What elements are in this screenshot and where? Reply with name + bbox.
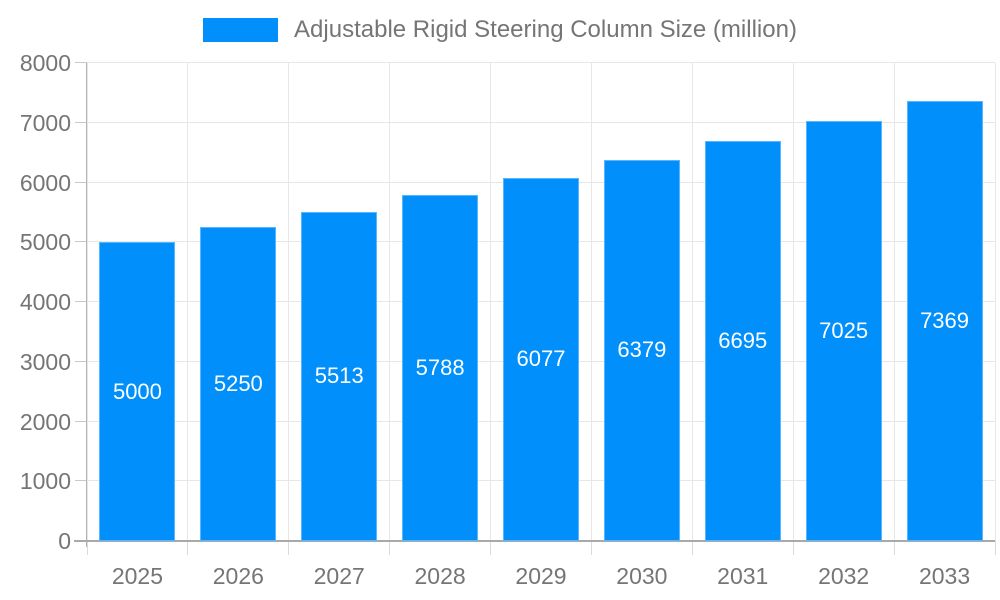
bar[interactable] <box>301 211 378 541</box>
y-gridline <box>87 62 995 63</box>
y-axis-label: 0 <box>58 528 71 554</box>
y-axis-label: 6000 <box>19 169 71 196</box>
x-axis-label: 2027 <box>313 563 365 589</box>
x-tick <box>691 541 693 555</box>
x-tick <box>893 541 895 555</box>
x-gridline <box>86 63 88 541</box>
x-tick <box>86 541 88 555</box>
x-gridline <box>994 63 996 541</box>
x-tick <box>792 541 794 555</box>
x-tick <box>994 541 996 555</box>
x-tick <box>590 541 592 555</box>
y-axis-label: 8000 <box>19 50 71 76</box>
x-tick <box>288 541 290 555</box>
bar-value-label: 5513 <box>314 363 364 389</box>
x-tick <box>490 541 492 555</box>
x-gridline <box>590 63 592 541</box>
legend: Adjustable Rigid Steering Column Size (m… <box>0 14 1000 46</box>
legend-swatch <box>203 18 279 42</box>
y-tick <box>75 480 87 482</box>
x-axis-label: 2033 <box>918 563 971 589</box>
x-gridline <box>490 63 492 541</box>
y-tick <box>75 181 87 183</box>
y-tick <box>75 301 87 302</box>
y-gridline <box>87 121 995 123</box>
bar[interactable] <box>200 227 277 541</box>
bar-value-label: 5788 <box>415 355 465 381</box>
x-tick <box>187 541 189 555</box>
y-tick <box>75 241 87 243</box>
bar[interactable] <box>805 121 882 541</box>
x-axis-label: 2026 <box>212 563 264 589</box>
y-axis-label: 1000 <box>19 468 71 495</box>
x-axis-label: 2029 <box>515 563 567 589</box>
x-axis-label: 2030 <box>616 563 668 589</box>
bar[interactable] <box>503 177 579 541</box>
y-tick <box>75 62 87 63</box>
legend-item[interactable]: Adjustable Rigid Steering Column Size (m… <box>203 16 797 44</box>
y-tick <box>75 360 87 362</box>
bar[interactable] <box>99 242 176 541</box>
bar[interactable] <box>402 195 479 541</box>
y-tick <box>75 121 87 123</box>
y-axis-label: 5000 <box>19 229 71 256</box>
x-gridline <box>187 63 189 541</box>
x-gridline <box>792 63 794 541</box>
bar-value-label: 6695 <box>718 327 768 353</box>
bar-value-label: 6379 <box>617 337 667 363</box>
bar-value-label: 7369 <box>920 307 970 333</box>
x-gridline <box>389 63 391 541</box>
y-tick <box>75 420 87 422</box>
bar-value-label: 6077 <box>516 346 566 372</box>
bar-value-label: 5000 <box>112 378 162 404</box>
bar-value-label: 7025 <box>819 318 869 344</box>
y-axis-line <box>86 63 87 547</box>
y-axis-label: 3000 <box>19 348 71 375</box>
x-gridline <box>893 63 895 541</box>
bar[interactable] <box>603 159 680 541</box>
y-axis-label: 4000 <box>19 289 71 315</box>
bar[interactable] <box>704 140 781 541</box>
legend-label: Adjustable Rigid Steering Column Size (m… <box>294 16 797 43</box>
x-axis-line <box>74 540 995 542</box>
x-tick <box>389 541 391 555</box>
x-axis-label: 2025 <box>111 563 164 589</box>
x-gridline <box>691 63 693 541</box>
x-axis-label: 2032 <box>818 563 870 589</box>
bar[interactable] <box>906 100 983 541</box>
x-gridline <box>288 63 290 541</box>
y-axis-label: 7000 <box>19 109 71 136</box>
bar-value-label: 5250 <box>213 371 263 397</box>
x-axis-label: 2028 <box>414 563 466 589</box>
x-axis-label: 2031 <box>717 563 769 589</box>
y-axis-label: 2000 <box>19 408 71 435</box>
